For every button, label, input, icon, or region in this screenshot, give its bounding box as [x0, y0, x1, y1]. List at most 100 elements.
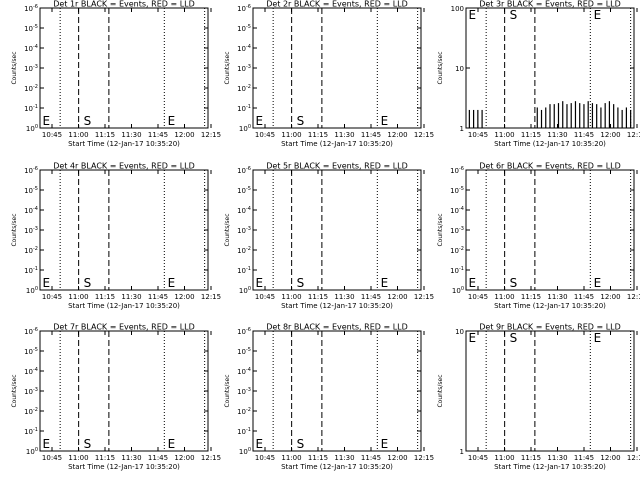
x-axis-label: Start Time (12-Jan-17 10:35:20) [494, 463, 606, 471]
y-tick-label: 10-5 [237, 24, 251, 33]
y-tick-label: 10-5 [24, 347, 38, 356]
event-marker: S [84, 276, 92, 290]
event-marker: S [297, 276, 305, 290]
y-axis-label: Counts/sec [437, 51, 444, 84]
x-tick-label: 12:15 [201, 454, 221, 462]
y-tick-label: 10-3 [24, 226, 38, 235]
x-tick-label: 11:00 [68, 454, 88, 462]
x-tick-label: 11:30 [547, 131, 567, 139]
plot-panel: Det 8r BLACK = Events, RED = LLD 100 10-1 1… [224, 323, 434, 472]
x-tick-label: 11:15 [95, 131, 115, 139]
x-tick-label: 12:15 [627, 293, 640, 301]
plot-panel: Det 1r BLACK = Events, RED = LLD 100 10-1 1… [11, 0, 221, 148]
y-tick-label: 10-1 [450, 266, 464, 275]
x-tick-label: 12:15 [627, 131, 640, 139]
event-marker: S [510, 8, 518, 22]
y-tick-label: 10-4 [237, 44, 251, 53]
x-tick-label: 11:30 [121, 454, 141, 462]
x-tick-label: 11:30 [334, 131, 354, 139]
y-axis-label: Counts/sec [224, 51, 231, 84]
x-tick-label: 12:15 [201, 293, 221, 301]
y-tick-label: 100 [239, 447, 251, 456]
y-tick-label: 10-4 [24, 206, 38, 215]
y-tick-label: 10-2 [237, 84, 251, 93]
x-axis-label: Start Time (12-Jan-17 10:35:20) [281, 302, 393, 310]
y-tick-label: 10-5 [237, 186, 251, 195]
x-axis-label: Start Time (12-Jan-17 10:35:20) [494, 302, 606, 310]
x-tick-label: 10:45 [468, 293, 488, 301]
x-tick-label: 10:45 [468, 454, 488, 462]
plot-title: Det 7r BLACK = Events, RED = LLD [53, 323, 195, 332]
y-tick-label: 10-1 [237, 266, 251, 275]
x-tick-label: 11:00 [494, 293, 514, 301]
y-tick-label: 10-5 [24, 24, 38, 33]
plot-frame [39, 169, 209, 291]
y-tick-label: 10-2 [450, 246, 464, 255]
x-tick-label: 11:15 [308, 131, 328, 139]
plot-panel: Det 5r BLACK = Events, RED = LLD 100 10-1 1… [224, 162, 434, 311]
x-tick-label: 10:45 [255, 131, 275, 139]
y-tick-label: 10 [455, 65, 464, 73]
x-tick-label: 10:45 [255, 293, 275, 301]
x-tick-label: 11:30 [334, 454, 354, 462]
event-marker: E [43, 276, 51, 290]
x-tick-label: 11:30 [547, 454, 567, 462]
plot-title: Det 2r BLACK = Events, RED = LLD [266, 0, 408, 9]
y-tick-label: 10-3 [237, 64, 251, 73]
event-marker: E [168, 114, 176, 128]
event-marker: E [594, 8, 602, 22]
x-tick-label: 10:45 [42, 454, 62, 462]
event-marker: E [469, 276, 477, 290]
plot-title: Det 8r BLACK = Events, RED = LLD [266, 323, 408, 332]
y-axis-label: Counts/sec [437, 213, 444, 246]
y-tick-label: 10-6 [237, 4, 251, 13]
x-tick-label: 12:15 [414, 293, 434, 301]
x-tick-label: 12:00 [387, 293, 407, 301]
x-tick-label: 11:45 [361, 131, 381, 139]
y-tick-label: 100 [452, 286, 464, 295]
y-tick-label: 10-5 [450, 186, 464, 195]
x-tick-label: 11:30 [121, 293, 141, 301]
plot-frame [252, 7, 422, 129]
y-tick-label: 10-1 [237, 104, 251, 113]
plot-panel: Det 6r BLACK = Events, RED = LLD 100 10-1 1… [437, 162, 640, 311]
y-tick-label: 100 [451, 5, 464, 13]
x-tick-label: 12:00 [174, 454, 194, 462]
y-tick-label: 10-4 [24, 367, 38, 376]
y-axis-label: Counts/sec [224, 213, 231, 246]
x-tick-label: 11:15 [95, 293, 115, 301]
y-tick-label: 10-6 [237, 166, 251, 175]
x-axis-label: Start Time (12-Jan-17 10:35:20) [68, 302, 180, 310]
y-tick-label: 10-3 [237, 387, 251, 396]
x-tick-label: 12:00 [174, 131, 194, 139]
y-axis-label: Counts/sec [11, 51, 18, 84]
x-tick-label: 12:00 [600, 131, 620, 139]
plot-frame [465, 169, 635, 291]
y-tick-label: 10 [455, 328, 464, 336]
x-tick-label: 11:45 [574, 131, 594, 139]
event-marker: E [256, 114, 264, 128]
y-tick-label: 10-4 [24, 44, 38, 53]
plot-panel: Det 7r BLACK = Events, RED = LLD 100 10-1 1… [11, 323, 221, 472]
y-tick-label: 10-1 [24, 104, 38, 113]
x-tick-label: 12:00 [174, 293, 194, 301]
event-marker: S [510, 331, 518, 345]
event-marker: E [168, 437, 176, 451]
y-tick-label: 100 [239, 286, 251, 295]
event-marker: S [510, 276, 518, 290]
y-tick-label: 10-2 [24, 246, 38, 255]
y-tick-label: 100 [26, 447, 38, 456]
event-marker: E [168, 276, 176, 290]
y-tick-label: 10-1 [237, 427, 251, 436]
y-tick-label: 10-3 [24, 64, 38, 73]
x-tick-label: 11:30 [334, 293, 354, 301]
plot-title: Det 5r BLACK = Events, RED = LLD [266, 162, 408, 171]
plot-title: Det 6r BLACK = Events, RED = LLD [479, 162, 621, 171]
y-axis-label: Counts/sec [11, 374, 18, 407]
x-tick-label: 11:45 [361, 454, 381, 462]
x-tick-label: 11:15 [521, 131, 541, 139]
y-axis-label: Counts/sec [224, 374, 231, 407]
x-tick-label: 11:30 [547, 293, 567, 301]
y-tick-label: 10-3 [24, 387, 38, 396]
